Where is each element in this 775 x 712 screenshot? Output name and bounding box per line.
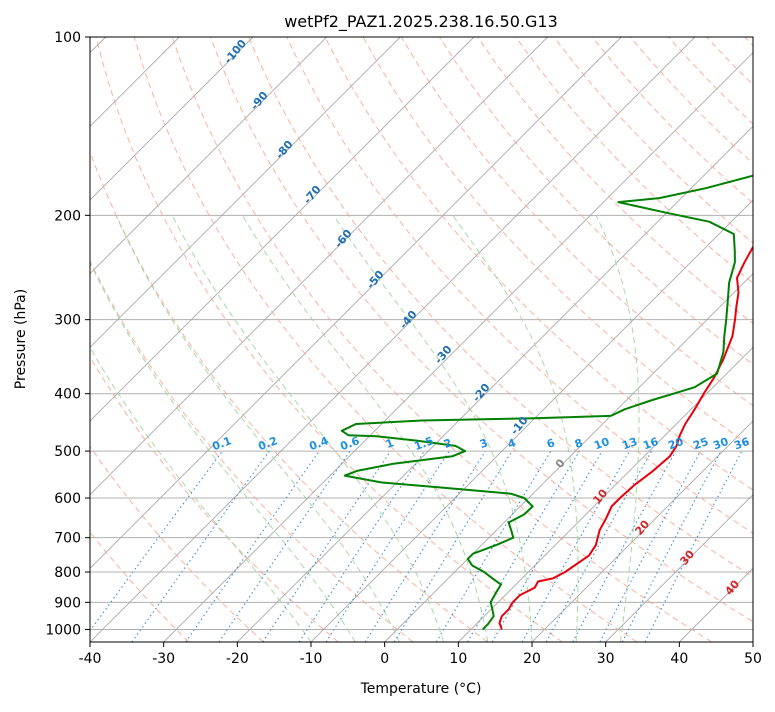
x-tick-label: 40 bbox=[670, 651, 688, 667]
x-tick-label: -20 bbox=[226, 651, 249, 667]
y-axis-title: Pressure (hPa) bbox=[13, 289, 29, 389]
y-tick-label: 500 bbox=[54, 444, 81, 460]
x-tick-label: -40 bbox=[79, 651, 102, 667]
x-tick-label: -10 bbox=[300, 651, 323, 667]
y-tick-label: 600 bbox=[54, 491, 81, 507]
y-tick-label: 100 bbox=[54, 30, 81, 46]
x-tick-label: 50 bbox=[744, 651, 762, 667]
x-tick-label: 10 bbox=[449, 651, 467, 667]
x-tick-label: -30 bbox=[152, 651, 175, 667]
isotherm-line bbox=[753, 37, 775, 642]
y-tick-label: 300 bbox=[54, 313, 81, 329]
y-tick-label: 200 bbox=[54, 208, 81, 224]
y-tick-label: 1000 bbox=[45, 622, 81, 638]
x-tick-label: 20 bbox=[523, 651, 541, 667]
x-tick-label: 30 bbox=[597, 651, 615, 667]
y-tick-label: 400 bbox=[54, 387, 81, 403]
chart-title: wetPf2_PAZ1.2025.238.16.50.G13 bbox=[284, 12, 558, 32]
y-tick-label: 800 bbox=[54, 565, 81, 581]
y-tick-label: 700 bbox=[54, 531, 81, 547]
y-tick-label: 900 bbox=[54, 595, 81, 611]
plot-background bbox=[90, 37, 753, 642]
x-axis-title: Temperature (°C) bbox=[360, 681, 482, 697]
x-tick-label: 0 bbox=[380, 651, 389, 667]
